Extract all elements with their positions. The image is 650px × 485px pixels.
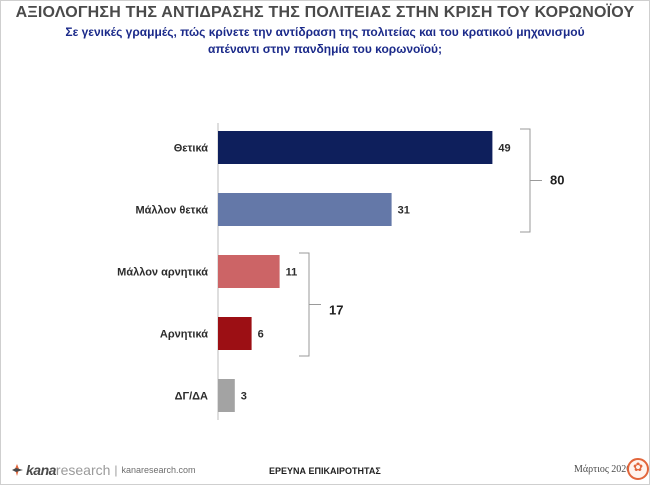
data-label: 31 (398, 205, 410, 217)
chart-title: ΑΞΙΟΛΟΓΗΣΗ ΤΗΣ ΑΝΤΙΔΡΑΣΗΣ ΤΗΣ ΠΟΛΙΤΕΙΑΣ … (15, 4, 635, 21)
data-label: 49 (498, 143, 510, 155)
bar (218, 131, 493, 164)
group-bracket (520, 128, 531, 233)
brand-mark-icon (12, 464, 23, 476)
footer-survey-label: ΕΡΕΥΝΑ ΕΠΙΚΑΙΡΟΤΗΤΑΣ (269, 466, 381, 476)
footer-date: Μάρτιος 2020 (574, 464, 632, 475)
category-label: Μάλλον θετκά (135, 205, 208, 217)
group-total-label: 17 (329, 303, 343, 318)
bar (218, 317, 252, 350)
group-total-label: 80 (550, 173, 564, 188)
data-label: 3 (241, 391, 247, 403)
bar (218, 255, 280, 288)
group-bracket (299, 252, 310, 357)
category-label: Αρνητικά (160, 329, 208, 341)
brand-name-research: research (55, 462, 111, 478)
bar (218, 379, 235, 412)
flower-badge-icon: ✿ (627, 458, 649, 480)
category-label: Μάλλον αρνητικά (117, 267, 208, 279)
data-label: 6 (258, 329, 264, 341)
brand-name-kana: kana (26, 462, 56, 478)
category-label: ΔΓ/ΔΑ (175, 391, 208, 403)
category-label: Θετικά (174, 143, 209, 155)
bar (218, 193, 392, 226)
brand-separator: | (114, 463, 118, 477)
chart-subtitle: Σε γενικές γραμμές, πώς κρίνετε την αντί… (65, 25, 585, 56)
data-label: 11 (286, 267, 298, 279)
brand-url: kanaresearch.com (121, 465, 196, 475)
brand-logo: kana research | kanaresearch.com (10, 460, 196, 480)
